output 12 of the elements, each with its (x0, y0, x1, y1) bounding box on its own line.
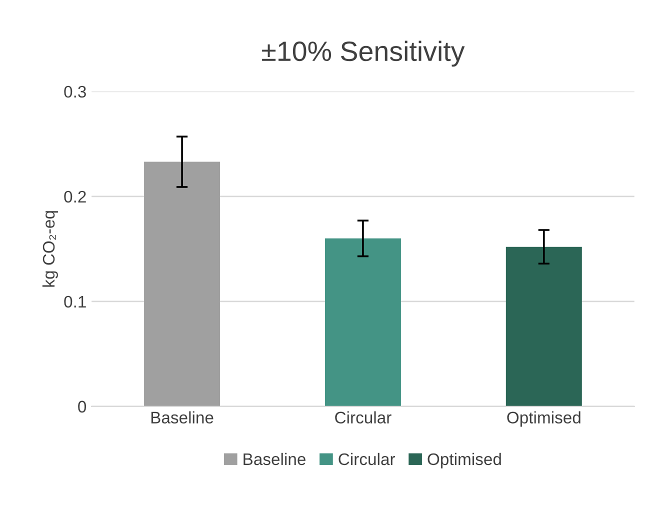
y-tick-label: 0 (78, 400, 86, 413)
y-tick-label: 0.3 (64, 86, 86, 98)
legend-label: Baseline (244, 452, 306, 466)
legend-label: Circular (338, 452, 396, 466)
x-tick-label: Baseline (151, 411, 214, 424)
y-tick-label: 0.1 (64, 296, 86, 308)
y-tick-label: 0.2 (64, 190, 86, 203)
legend-label: Optimised (428, 452, 501, 468)
x-tick-label: Optimised (507, 411, 580, 427)
x-tick-label: Circular (335, 411, 392, 424)
chart-title: ±10% Sensitivity (262, 40, 465, 67)
y-axis-title: kg CO₂-eq (42, 211, 58, 287)
